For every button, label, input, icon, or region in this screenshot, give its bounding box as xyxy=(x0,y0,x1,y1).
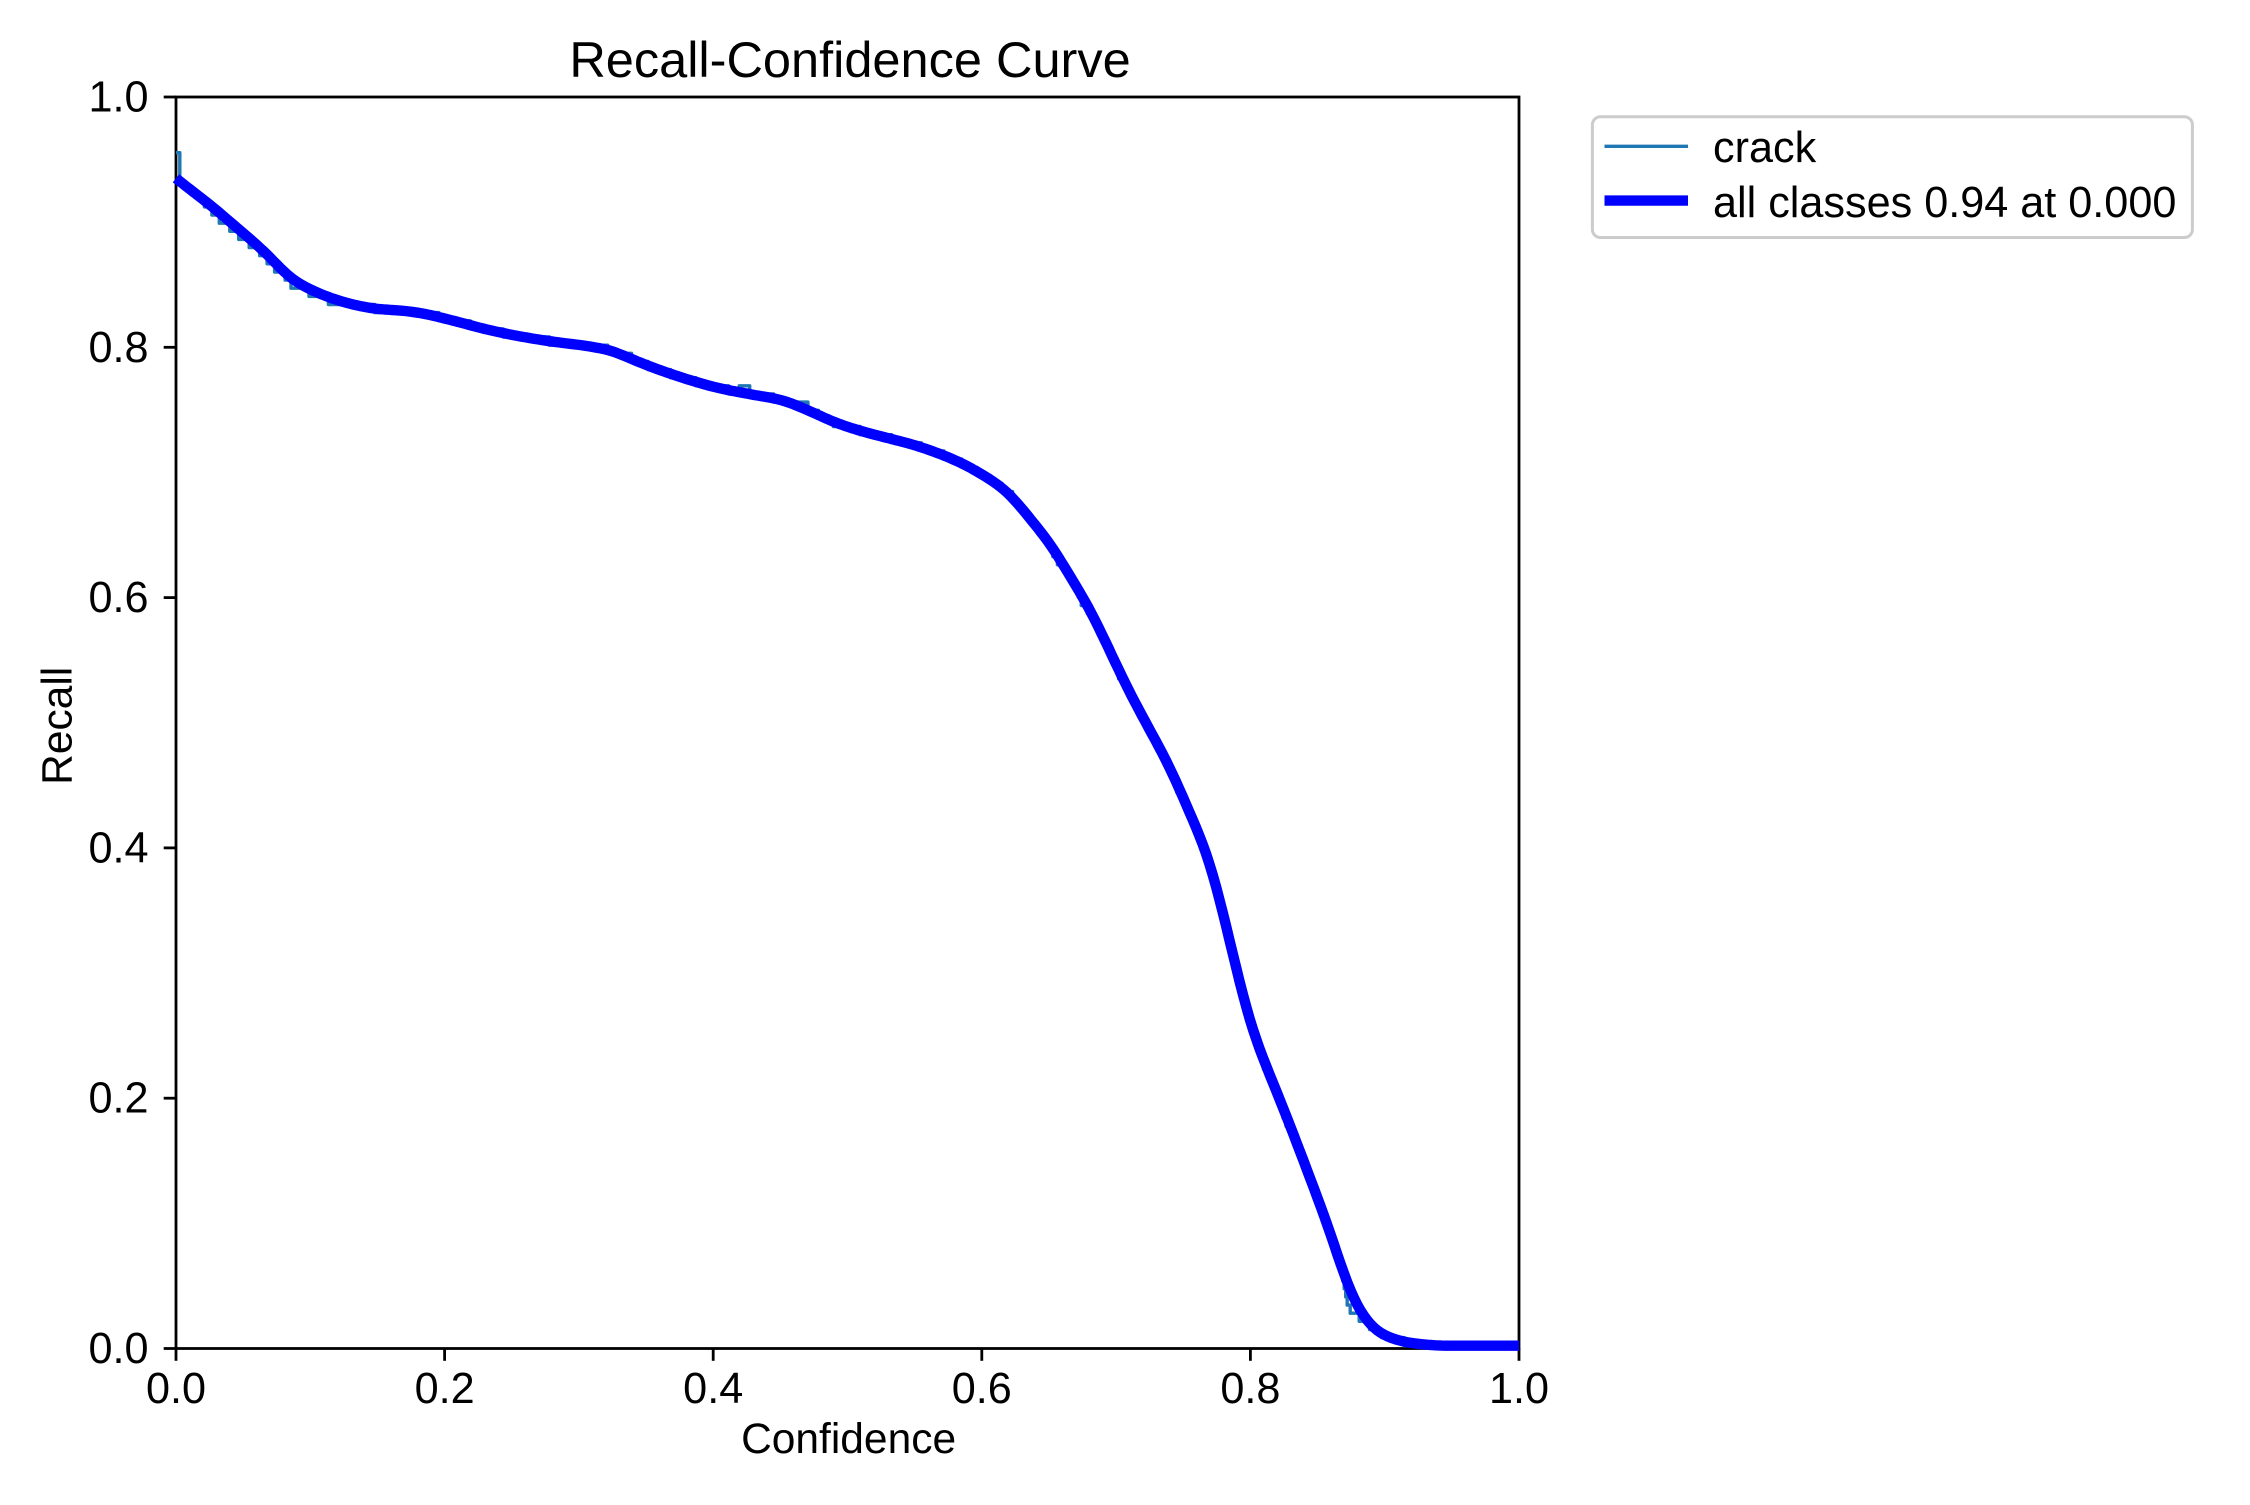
svg-text:0.8: 0.8 xyxy=(88,324,148,372)
svg-text:0.2: 0.2 xyxy=(88,1075,148,1123)
svg-text:Recall: Recall xyxy=(35,667,82,785)
svg-text:crack: crack xyxy=(1713,124,1817,172)
svg-text:0.2: 0.2 xyxy=(415,1365,475,1413)
svg-text:0.4: 0.4 xyxy=(88,824,148,872)
svg-text:Recall-Confidence Curve: Recall-Confidence Curve xyxy=(569,31,1130,88)
svg-text:1.0: 1.0 xyxy=(1489,1365,1549,1413)
svg-text:0.0: 0.0 xyxy=(88,1325,148,1373)
svg-text:0.4: 0.4 xyxy=(683,1365,743,1413)
svg-text:Confidence: Confidence xyxy=(741,1416,956,1463)
svg-text:0.0: 0.0 xyxy=(146,1365,206,1413)
svg-text:0.8: 0.8 xyxy=(1220,1365,1280,1413)
svg-text:0.6: 0.6 xyxy=(952,1365,1012,1413)
svg-text:1.0: 1.0 xyxy=(88,74,148,122)
svg-text:all classes 0.94 at 0.000: all classes 0.94 at 0.000 xyxy=(1713,179,2176,227)
svg-text:0.6: 0.6 xyxy=(88,574,148,622)
